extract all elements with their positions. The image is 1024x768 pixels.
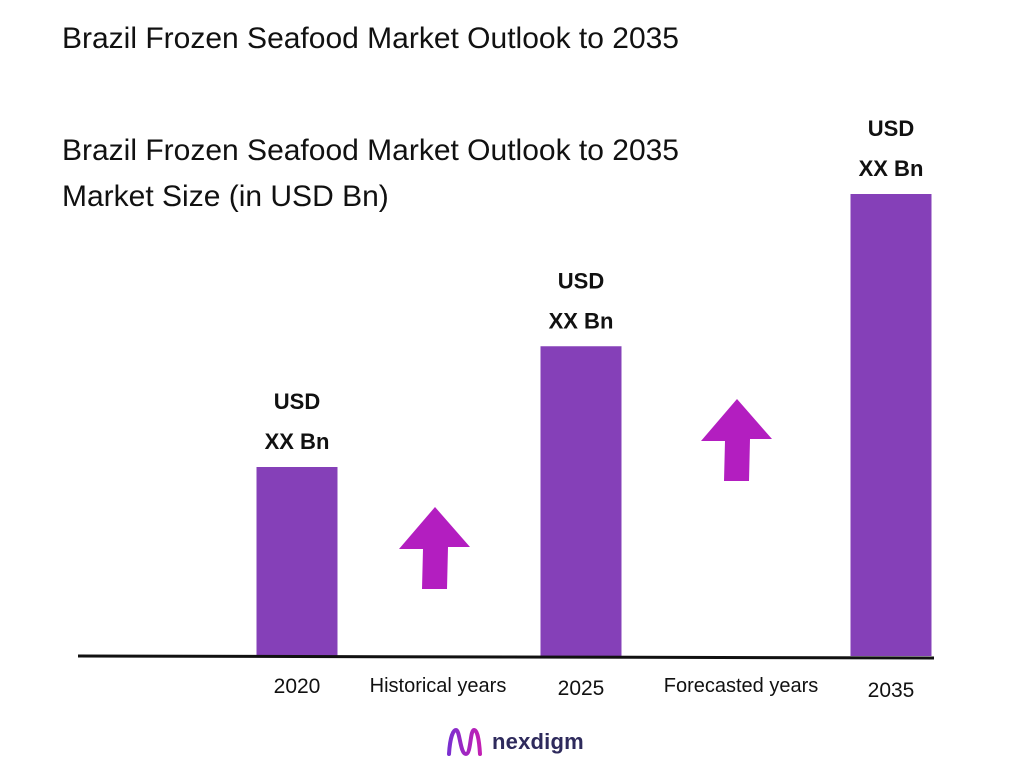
chart-title: Brazil Frozen Seafood Market Outlook to …: [62, 134, 679, 167]
value-label-2025-line1: USD: [558, 268, 604, 293]
tick-label-2025: 2025: [558, 677, 605, 700]
x-axis-line: [77, 654, 935, 660]
bar-2025: [540, 346, 622, 656]
nexdigm-logo-icon: [447, 727, 482, 757]
tick-labels-group: 2020 2025 2035: [274, 675, 915, 702]
value-label-2035-line2: XX Bn: [859, 156, 924, 181]
period-label-forecasted: Forecasted years: [664, 675, 819, 697]
brand-logo: nexdigm: [444, 722, 584, 762]
growth-arrow-historical-icon: [399, 507, 470, 589]
period-label-historical: Historical years: [370, 675, 507, 697]
value-label-2020-line2: XX Bn: [265, 429, 330, 454]
value-label-2020-line1: USD: [274, 389, 320, 414]
value-label-2035-line1: USD: [868, 116, 914, 141]
period-labels-group: Historical years Forecasted years: [370, 675, 819, 697]
bar-2020: [256, 467, 338, 656]
value-labels-group: USD XX Bn USD XX Bn USD XX Bn: [265, 116, 924, 454]
value-label-2025-line2: XX Bn: [549, 308, 614, 333]
tick-label-2035: 2035: [868, 679, 915, 702]
tick-label-2020: 2020: [274, 675, 321, 698]
chart-subtitle: Market Size (in USD Bn): [62, 180, 389, 213]
bar-2035: [850, 194, 932, 656]
page-title: Brazil Frozen Seafood Market Outlook to …: [62, 22, 679, 55]
growth-arrow-forecasted-icon: [701, 399, 772, 481]
bars-group: [256, 194, 932, 656]
chart-title-block: Brazil Frozen Seafood Market Outlook to …: [62, 128, 852, 220]
brand-name: nexdigm: [492, 729, 584, 754]
growth-arrows-group: [399, 399, 772, 589]
